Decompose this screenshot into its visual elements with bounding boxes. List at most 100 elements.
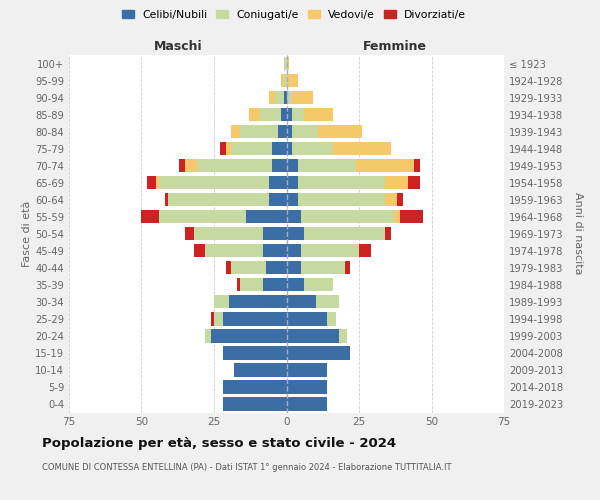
Bar xyxy=(304,278,333,291)
Bar xyxy=(232,142,272,156)
Bar xyxy=(226,261,232,274)
Bar xyxy=(269,193,287,206)
Bar xyxy=(179,159,185,172)
Bar xyxy=(223,380,287,394)
Bar xyxy=(385,227,391,240)
Y-axis label: Anni di nascita: Anni di nascita xyxy=(573,192,583,275)
Bar xyxy=(263,244,287,258)
Bar xyxy=(211,312,214,326)
Bar xyxy=(284,57,287,70)
Bar xyxy=(338,330,347,342)
Bar xyxy=(284,74,287,87)
Bar xyxy=(281,74,284,87)
Bar xyxy=(237,278,240,291)
Bar xyxy=(287,125,292,138)
Bar xyxy=(229,295,287,308)
Bar xyxy=(292,91,313,104)
Bar xyxy=(223,398,287,410)
Bar xyxy=(263,227,287,240)
Bar xyxy=(344,261,350,274)
Bar xyxy=(266,261,287,274)
Bar xyxy=(249,108,260,121)
Text: Maschi: Maschi xyxy=(154,40,202,52)
Bar xyxy=(397,193,403,206)
Bar xyxy=(301,244,359,258)
Bar xyxy=(240,278,263,291)
Bar xyxy=(327,312,336,326)
Bar xyxy=(269,91,275,104)
Bar xyxy=(164,193,167,206)
Bar xyxy=(319,125,362,138)
Bar xyxy=(260,108,281,121)
Bar xyxy=(159,176,269,190)
Bar xyxy=(269,176,287,190)
Legend: Celibi/Nubili, Coniugati/e, Vedovi/e, Divorziati/e: Celibi/Nubili, Coniugati/e, Vedovi/e, Di… xyxy=(118,6,470,24)
Bar xyxy=(414,159,420,172)
Bar xyxy=(287,159,298,172)
Bar xyxy=(400,210,423,224)
Bar xyxy=(142,210,159,224)
Bar xyxy=(287,193,298,206)
Bar xyxy=(287,227,304,240)
Bar xyxy=(287,210,301,224)
Bar xyxy=(272,142,287,156)
Bar xyxy=(287,330,338,342)
Bar xyxy=(409,176,420,190)
Bar xyxy=(287,295,316,308)
Bar xyxy=(284,91,287,104)
Bar xyxy=(304,108,333,121)
Bar xyxy=(214,312,223,326)
Bar xyxy=(287,176,298,190)
Bar xyxy=(232,125,240,138)
Bar xyxy=(333,142,391,156)
Bar xyxy=(287,278,304,291)
Bar xyxy=(211,330,287,342)
Bar xyxy=(205,330,211,342)
Bar xyxy=(235,364,287,376)
Bar xyxy=(272,159,287,172)
Bar xyxy=(287,364,327,376)
Bar xyxy=(385,193,397,206)
Bar xyxy=(301,261,344,274)
Bar xyxy=(278,125,287,138)
Bar xyxy=(359,244,371,258)
Bar xyxy=(356,159,414,172)
Bar xyxy=(263,278,287,291)
Text: Femmine: Femmine xyxy=(363,40,427,52)
Bar xyxy=(298,176,385,190)
Bar xyxy=(292,125,319,138)
Bar xyxy=(232,261,266,274)
Bar xyxy=(287,244,301,258)
Bar xyxy=(223,312,287,326)
Bar xyxy=(214,295,229,308)
Bar xyxy=(287,380,327,394)
Bar xyxy=(287,74,298,87)
Bar xyxy=(287,346,350,360)
Bar xyxy=(298,193,385,206)
Bar xyxy=(292,108,304,121)
Bar xyxy=(185,227,194,240)
Text: Popolazione per età, sesso e stato civile - 2024: Popolazione per età, sesso e stato civil… xyxy=(42,438,396,450)
Text: COMUNE DI CONTESSA ENTELLINA (PA) - Dati ISTAT 1° gennaio 2024 - Elaborazione TU: COMUNE DI CONTESSA ENTELLINA (PA) - Dati… xyxy=(42,462,452,471)
Bar xyxy=(385,176,409,190)
Bar xyxy=(275,91,284,104)
Bar xyxy=(316,295,338,308)
Bar xyxy=(281,108,287,121)
Bar xyxy=(205,244,263,258)
Y-axis label: Fasce di età: Fasce di età xyxy=(22,200,32,267)
Bar xyxy=(287,57,289,70)
Bar xyxy=(287,261,301,274)
Bar xyxy=(194,227,263,240)
Bar xyxy=(287,398,327,410)
Bar xyxy=(287,142,292,156)
Bar xyxy=(394,210,400,224)
Bar xyxy=(304,227,385,240)
Bar xyxy=(292,142,333,156)
Bar xyxy=(159,210,246,224)
Bar xyxy=(226,142,232,156)
Bar xyxy=(301,210,394,224)
Bar xyxy=(287,108,292,121)
Bar xyxy=(156,176,159,190)
Bar xyxy=(185,159,197,172)
Bar xyxy=(148,176,156,190)
